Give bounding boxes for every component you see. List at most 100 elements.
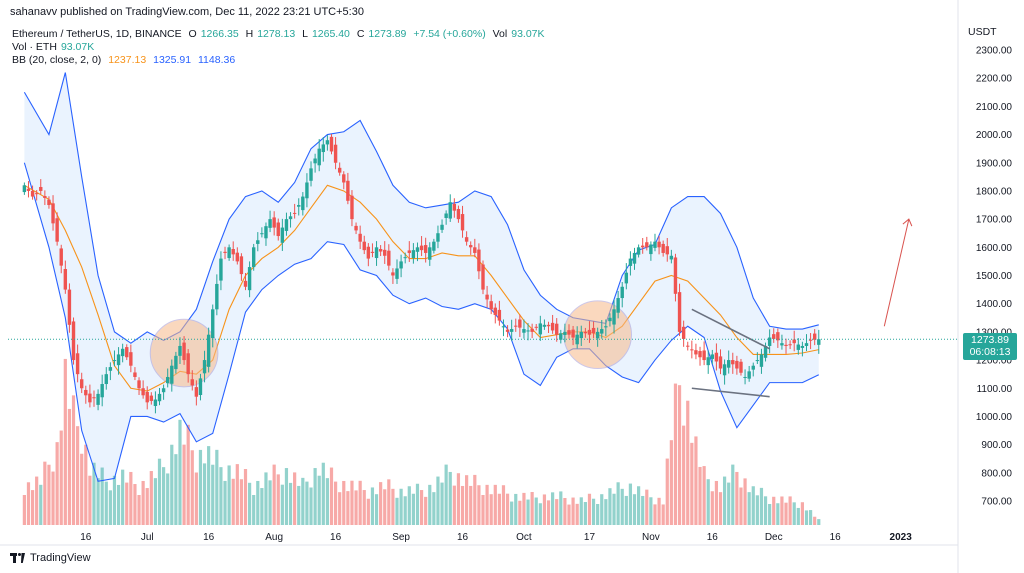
candle-body bbox=[260, 233, 264, 235]
volume-bar bbox=[399, 488, 403, 525]
volume-bar bbox=[718, 492, 723, 525]
candle-body bbox=[141, 388, 145, 396]
candle-body bbox=[452, 203, 457, 211]
candle-body bbox=[63, 269, 68, 290]
candle-body bbox=[317, 148, 321, 166]
volume-bar bbox=[325, 478, 329, 525]
volume-bar bbox=[731, 464, 735, 525]
candle-body bbox=[161, 388, 166, 393]
volume-bar bbox=[149, 471, 153, 525]
candle-body bbox=[694, 350, 698, 355]
tradingview-brand: TradingView bbox=[30, 552, 91, 564]
candle-body bbox=[411, 250, 416, 259]
volume-bar bbox=[247, 482, 252, 525]
candle-body bbox=[661, 243, 665, 253]
volume-bar bbox=[145, 488, 149, 525]
volume-bar bbox=[579, 497, 583, 525]
candle-body bbox=[817, 339, 821, 345]
candle-body bbox=[469, 245, 473, 248]
symbol-name[interactable]: Ethereum / TetherUS, 1D, BINANCE bbox=[12, 28, 182, 40]
volume-bar bbox=[657, 497, 661, 525]
candle-body bbox=[550, 322, 555, 331]
x-tick-label: Jul bbox=[141, 532, 154, 543]
candle-body bbox=[243, 280, 248, 287]
volume-bar bbox=[755, 495, 759, 525]
price-axis-unit: USDT bbox=[968, 26, 997, 38]
volume-bar bbox=[301, 477, 305, 525]
candle-body bbox=[546, 324, 551, 327]
candle-body bbox=[219, 258, 223, 281]
candle-body bbox=[268, 219, 272, 228]
x-tick-label: 16 bbox=[830, 532, 842, 543]
volume-bar bbox=[96, 478, 100, 525]
candle-body bbox=[387, 250, 391, 266]
volume-bar bbox=[329, 467, 334, 525]
candle-body bbox=[632, 252, 637, 264]
volume-bar bbox=[63, 358, 67, 525]
candle-body bbox=[145, 391, 149, 403]
volume-bar bbox=[432, 492, 436, 525]
candle-body bbox=[186, 353, 190, 375]
volume-bar bbox=[280, 484, 284, 525]
candle-body bbox=[522, 329, 526, 333]
volume-bar bbox=[591, 498, 596, 525]
candle-body bbox=[202, 360, 207, 374]
volume-bar bbox=[162, 467, 166, 525]
volume-bar bbox=[465, 475, 469, 525]
y-tick-label: 2100.00 bbox=[976, 102, 1013, 113]
volume-bar bbox=[489, 494, 493, 525]
candle-body bbox=[350, 195, 354, 220]
bb-band-fill bbox=[24, 72, 819, 482]
candle-body bbox=[370, 251, 375, 253]
candle-body bbox=[358, 233, 362, 242]
volume-bar bbox=[293, 472, 297, 525]
volume-bar bbox=[137, 495, 141, 525]
candle-body bbox=[88, 393, 92, 403]
candle-body bbox=[292, 212, 297, 214]
bb-upper-value: 1325.91 bbox=[153, 54, 192, 66]
volume-bar bbox=[817, 519, 821, 525]
volume-bar bbox=[710, 491, 714, 525]
bb-legend[interactable]: BB (20, close, 2, 0) 1237.13 1325.91 114… bbox=[12, 54, 239, 66]
candle-body bbox=[288, 216, 293, 220]
x-tick-label: 16 bbox=[80, 532, 92, 543]
falling-wedge-lower bbox=[691, 387, 770, 398]
candle-body bbox=[743, 376, 747, 378]
candle-body bbox=[587, 329, 592, 335]
volume-bar bbox=[22, 495, 26, 525]
candle-body bbox=[608, 317, 612, 322]
volume-bar bbox=[272, 464, 276, 525]
candle-body bbox=[378, 249, 383, 252]
volume-bar bbox=[780, 496, 784, 525]
volume-bar bbox=[76, 426, 80, 525]
volume-bar bbox=[813, 516, 817, 525]
x-tick-label: 16 bbox=[203, 532, 215, 543]
candle-body bbox=[751, 365, 755, 370]
candle-body bbox=[755, 360, 760, 362]
volume-bar bbox=[477, 485, 481, 525]
candle-body bbox=[698, 351, 702, 358]
volume-bar bbox=[223, 480, 227, 525]
candle-body bbox=[591, 327, 596, 334]
volume-bar bbox=[88, 475, 92, 525]
volume-bar bbox=[751, 486, 755, 525]
candle-body bbox=[264, 226, 268, 239]
volume-legend[interactable]: Vol · ETH 93.07K bbox=[12, 41, 98, 53]
volume-bar bbox=[743, 478, 747, 525]
volume-bar bbox=[538, 503, 542, 525]
volume-bar bbox=[493, 484, 497, 525]
volume-bar bbox=[264, 472, 268, 525]
candle-body bbox=[395, 268, 399, 279]
candle-body bbox=[342, 174, 346, 183]
tradingview-logo[interactable]: TradingView bbox=[10, 552, 91, 564]
y-tick-label: 1500.00 bbox=[976, 271, 1013, 282]
candle-body bbox=[325, 140, 330, 145]
candle-body bbox=[784, 344, 788, 346]
candle-body bbox=[276, 222, 280, 237]
volume-bar bbox=[297, 485, 301, 525]
volume-bar bbox=[80, 453, 84, 525]
volume-bar bbox=[362, 490, 366, 525]
volume-bar bbox=[559, 491, 563, 525]
y-tick-label: 1900.00 bbox=[976, 158, 1013, 169]
